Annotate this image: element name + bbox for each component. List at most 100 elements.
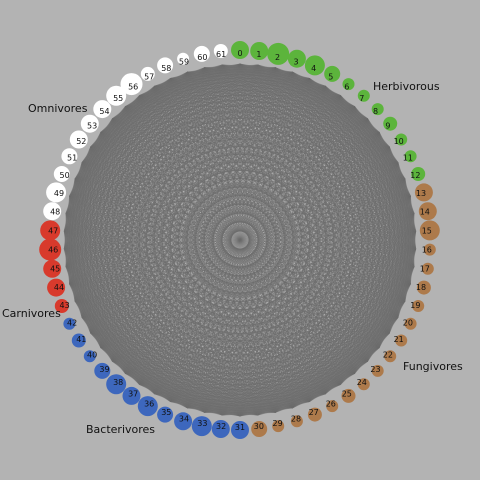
node-37[interactable] — [122, 386, 141, 405]
edge-58-61 — [170, 64, 223, 79]
edge-57-60 — [154, 67, 205, 87]
node-8[interactable] — [371, 103, 384, 116]
node-5[interactable] — [324, 65, 341, 82]
node-1[interactable] — [250, 42, 269, 60]
node-label-56: 56 — [128, 83, 138, 92]
node-label-19: 19 — [410, 301, 420, 310]
node-43[interactable] — [54, 299, 69, 313]
edge-44-60 — [69, 67, 205, 285]
node-2[interactable] — [267, 42, 290, 65]
node-33[interactable] — [191, 416, 212, 437]
node-12[interactable] — [411, 167, 426, 181]
node-label-1: 1 — [256, 50, 261, 59]
node-22[interactable] — [384, 350, 397, 363]
node-label-11: 11 — [403, 154, 413, 163]
node-49[interactable] — [46, 182, 67, 203]
node-34[interactable] — [174, 412, 193, 431]
edge-56-61 — [139, 64, 223, 96]
node-61[interactable] — [213, 44, 228, 58]
node-55[interactable] — [106, 85, 127, 106]
node-14[interactable] — [418, 202, 437, 221]
node-9[interactable] — [383, 116, 398, 131]
node-44[interactable] — [47, 278, 66, 297]
node-39[interactable] — [94, 362, 111, 379]
node-59[interactable] — [177, 52, 190, 65]
node-0[interactable] — [231, 41, 249, 59]
node-6[interactable] — [342, 78, 355, 91]
node-11[interactable] — [404, 150, 417, 163]
node-58[interactable] — [157, 57, 174, 74]
node-30[interactable] — [251, 421, 268, 437]
node-15[interactable] — [419, 220, 440, 241]
node-13[interactable] — [414, 183, 433, 202]
edge-28-61 — [221, 64, 294, 408]
group-label-herbivorous: Herbivorous — [373, 80, 440, 93]
edge-14-61 — [221, 64, 415, 214]
node-51[interactable] — [61, 148, 78, 165]
node-38[interactable] — [106, 374, 127, 395]
node-label-25: 25 — [342, 390, 352, 399]
node-48[interactable] — [43, 202, 62, 221]
edge-10-61 — [222, 64, 390, 148]
node-18[interactable] — [416, 280, 431, 295]
node-50[interactable] — [53, 166, 70, 182]
node-35[interactable] — [157, 406, 174, 423]
node-layer: 0 1 23456789101112131415161718192021222324… — [39, 41, 440, 439]
node-27[interactable] — [307, 407, 322, 422]
node-56[interactable] — [120, 73, 143, 96]
node-label-21: 21 — [394, 335, 404, 344]
node-40[interactable] — [83, 350, 96, 363]
node-label-58: 58 — [161, 64, 171, 73]
node-label-36: 36 — [144, 400, 154, 409]
edge-5-61 — [222, 64, 326, 87]
edge-31-61 — [221, 64, 241, 417]
edge-11-57 — [154, 85, 399, 163]
edge-38-59 — [125, 72, 188, 374]
edge-20-60 — [204, 67, 399, 318]
node-label-4: 4 — [311, 64, 316, 73]
edge-45-60 — [65, 67, 205, 267]
node-23[interactable] — [371, 364, 384, 377]
node-60[interactable] — [193, 45, 210, 62]
node-4[interactable] — [304, 55, 325, 76]
edge-49-60 — [69, 67, 205, 197]
node-36[interactable] — [137, 396, 158, 417]
node-7[interactable] — [357, 89, 370, 102]
node-41[interactable] — [71, 333, 86, 348]
node-32[interactable] — [211, 420, 230, 438]
node-3[interactable] — [287, 49, 306, 68]
node-28[interactable] — [290, 415, 303, 428]
edge-30-61 — [221, 64, 259, 416]
node-19[interactable] — [412, 300, 425, 312]
node-24[interactable] — [357, 378, 370, 391]
node-16[interactable] — [423, 243, 436, 256]
node-10[interactable] — [395, 133, 408, 146]
node-52[interactable] — [69, 130, 88, 149]
node-25[interactable] — [341, 388, 356, 403]
node-21[interactable] — [395, 334, 408, 347]
node-label-55: 55 — [113, 94, 123, 103]
node-label-48: 48 — [50, 208, 60, 217]
node-57[interactable] — [140, 66, 155, 81]
node-42[interactable] — [63, 317, 76, 330]
node-54[interactable] — [93, 100, 112, 119]
node-53[interactable] — [80, 114, 99, 133]
node-45[interactable] — [43, 259, 62, 278]
edge-17-61 — [221, 64, 415, 267]
node-17[interactable] — [421, 262, 434, 275]
edge-38-61 — [125, 64, 223, 374]
node-label-38: 38 — [113, 378, 123, 387]
node-20[interactable] — [404, 317, 417, 330]
edge-54-61 — [112, 64, 223, 120]
node-26[interactable] — [326, 400, 339, 413]
node-label-27: 27 — [309, 408, 319, 417]
edge-22-61 — [221, 64, 380, 348]
edge-36-58 — [154, 78, 171, 394]
node-47[interactable] — [40, 220, 61, 241]
node-label-14: 14 — [420, 208, 430, 217]
edge-52-61 — [90, 64, 223, 148]
node-31[interactable] — [231, 421, 249, 439]
node-29[interactable] — [272, 420, 285, 433]
node-46[interactable] — [39, 238, 62, 261]
